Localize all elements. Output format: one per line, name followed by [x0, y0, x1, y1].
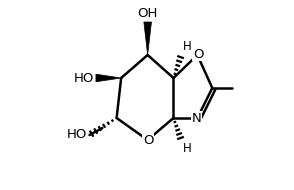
Text: H: H [183, 142, 192, 155]
Text: OH: OH [138, 7, 158, 20]
Text: O: O [143, 134, 153, 146]
Text: H: H [183, 40, 192, 53]
Text: N: N [192, 112, 201, 124]
Text: O: O [193, 48, 204, 61]
Text: HO: HO [74, 71, 94, 85]
Text: HO: HO [67, 128, 88, 142]
Polygon shape [96, 74, 121, 82]
Polygon shape [144, 22, 151, 55]
